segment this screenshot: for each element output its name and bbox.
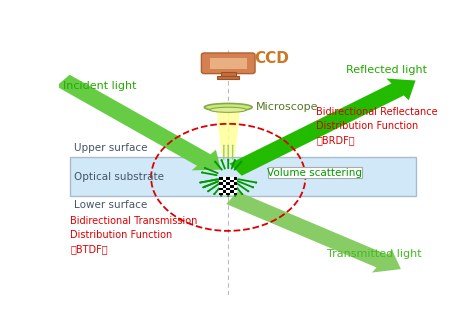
Text: Upper surface: Upper surface [74, 143, 147, 153]
Text: CCD: CCD [254, 51, 289, 66]
Bar [219, 193, 223, 195]
Text: Microscope: Microscope [256, 102, 318, 112]
Text: Transmitted light: Transmitted light [328, 249, 422, 259]
Bar [223, 182, 227, 185]
Bar [227, 182, 230, 185]
Bar [230, 193, 234, 195]
Bar [227, 188, 230, 190]
Bar [221, 71, 236, 76]
Bar [234, 193, 237, 195]
Bar [227, 190, 230, 193]
Text: Bidirectional Reflectance
Distribution Function
（BRDF）: Bidirectional Reflectance Distribution F… [316, 107, 438, 145]
Bar [223, 185, 227, 188]
Bar [227, 177, 230, 180]
Polygon shape [217, 111, 240, 157]
Bar [234, 177, 237, 180]
Bar [230, 188, 234, 190]
Bar [223, 188, 227, 190]
Bar [234, 190, 237, 193]
Bar [234, 180, 237, 182]
Bar [230, 190, 234, 193]
Ellipse shape [210, 107, 246, 112]
Bar [219, 188, 223, 190]
Bar [230, 177, 234, 180]
FancyBboxPatch shape [201, 53, 255, 73]
Bar [223, 190, 227, 193]
Bar [219, 185, 223, 188]
Text: Bidirectional Transmission
Distribution Function
（BTDF）: Bidirectional Transmission Distribution … [70, 216, 198, 254]
Bar [219, 180, 223, 182]
FancyArrow shape [227, 191, 401, 272]
Text: Incident light: Incident light [63, 80, 137, 91]
Bar [227, 185, 230, 188]
Bar [210, 58, 246, 69]
Bar [217, 76, 239, 79]
Bar [219, 182, 223, 185]
Bar [230, 180, 234, 182]
Text: Volume scattering: Volume scattering [267, 167, 362, 177]
Bar [219, 177, 223, 180]
Text: Lower surface: Lower surface [74, 200, 147, 210]
Bar [230, 185, 234, 188]
Bar [234, 182, 237, 185]
Bar [219, 190, 223, 193]
Bar [234, 188, 237, 190]
Bar [223, 193, 227, 195]
Bar [227, 180, 230, 182]
Bar [230, 182, 234, 185]
Bar [70, 157, 416, 197]
Text: Optical substrate: Optical substrate [74, 172, 164, 182]
Bar [223, 180, 227, 182]
Bar [223, 177, 227, 180]
Bar [234, 185, 237, 188]
FancyBboxPatch shape [267, 167, 362, 178]
FancyArrow shape [56, 75, 221, 170]
Bar [227, 193, 230, 195]
FancyArrow shape [229, 78, 416, 176]
Ellipse shape [204, 103, 252, 111]
Text: Reflected light: Reflected light [346, 65, 427, 75]
